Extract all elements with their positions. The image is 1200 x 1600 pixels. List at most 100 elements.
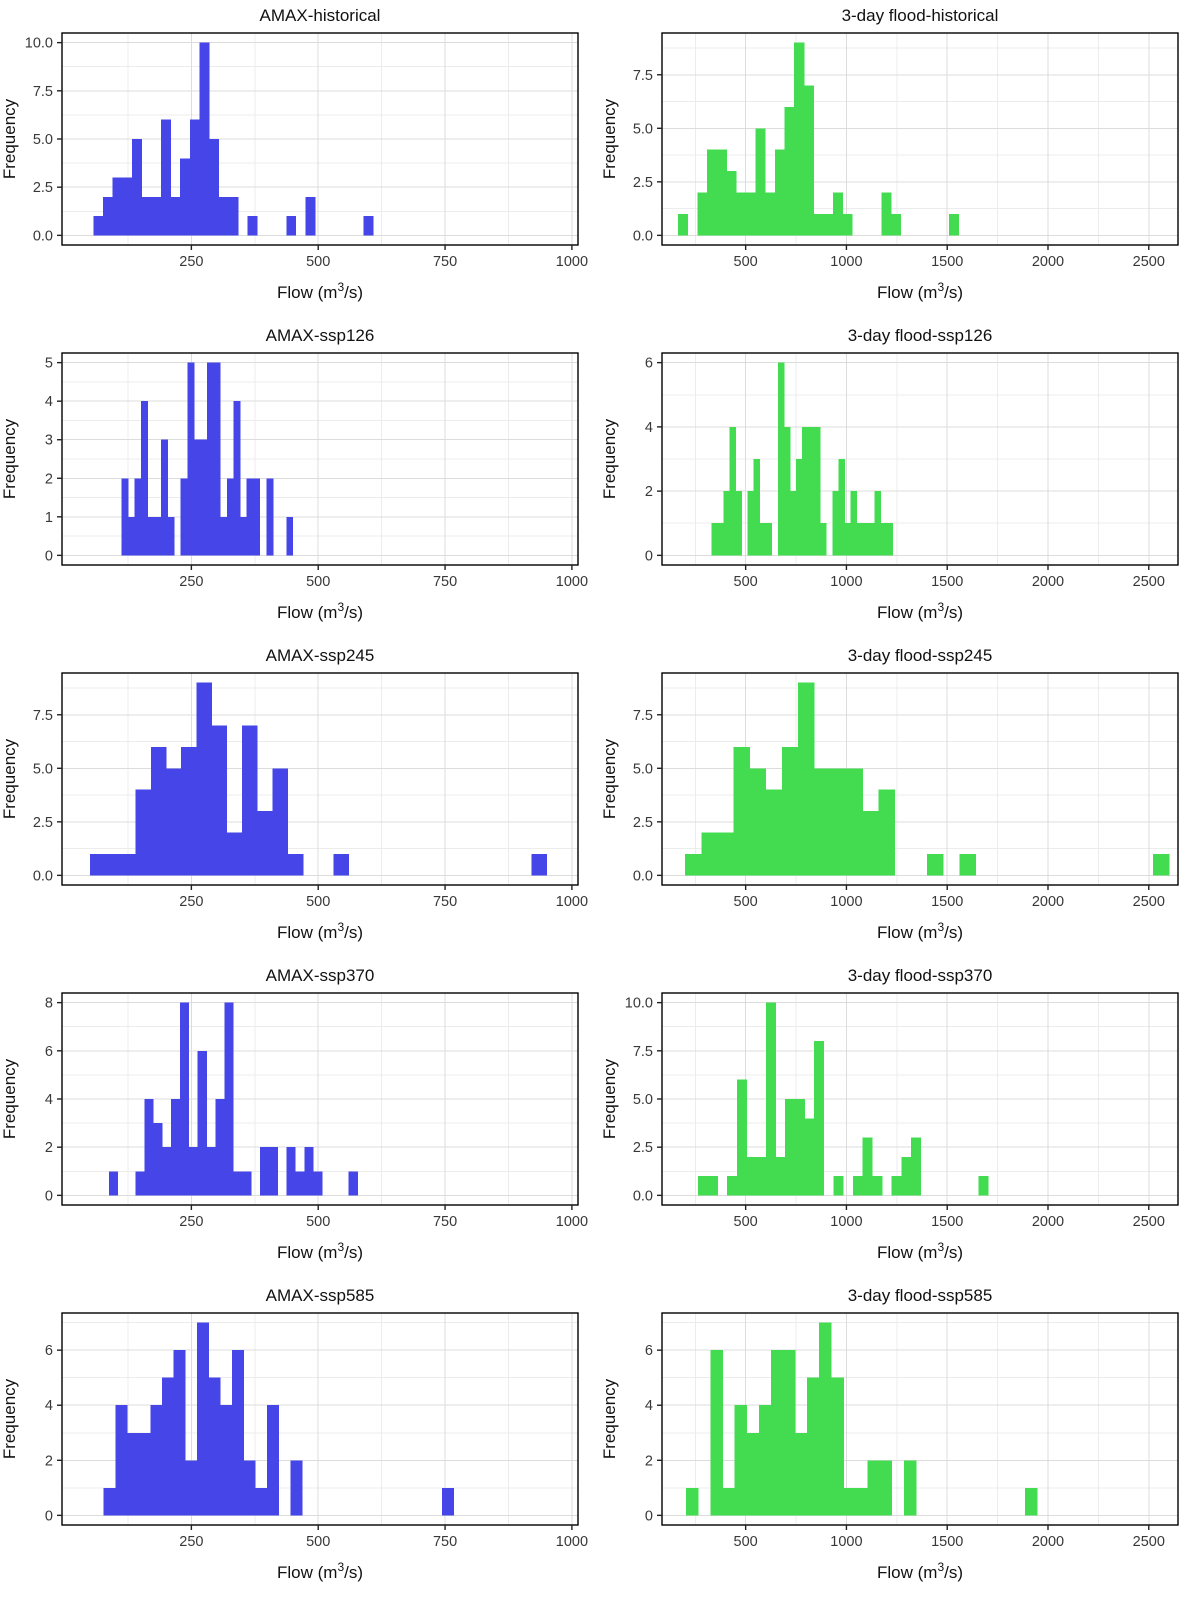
histogram-bar	[723, 491, 730, 556]
histogram-bar	[717, 832, 734, 876]
histogram-bar	[228, 196, 239, 236]
histogram-3day-flood-historical: 500 1000 1500 2000 2500 0.0 2.5 5.0 7.5 3-day flo…	[600, 6, 1179, 302]
histogram-bar	[755, 128, 766, 236]
histogram-amax-ssp585: 250 500 750 1000 0 2 4 6 AMAX-ssp585 Frequency Flo…	[0, 1286, 588, 1582]
histogram-bar	[794, 1099, 805, 1196]
histogram-bar	[785, 1099, 796, 1196]
y-tick-label: 2.5	[633, 1140, 653, 1156]
histogram-bar	[266, 478, 274, 556]
histogram-bar	[173, 1350, 186, 1516]
bars	[121, 362, 294, 556]
x-axis-label: Flow (m3/s)	[277, 600, 363, 622]
panel-amax-ssp126: 250 500 750 1000 0 1 2 3 4 5 AMAX-ssp126 Frequency F…	[0, 320, 600, 640]
panel-3day-flood-ssp585: 500 1000 1500 2000 2500 0 2 4 6 3-day flood-ssp58…	[600, 1280, 1200, 1600]
x-tick-label: 750	[433, 254, 457, 270]
histogram-bar	[89, 853, 106, 876]
histogram-bar	[257, 811, 273, 876]
histogram-bar	[209, 139, 220, 236]
y-tick-label: 0.0	[633, 868, 653, 884]
histogram-bar	[187, 362, 195, 556]
histogram-bar	[247, 216, 258, 236]
histogram-bar	[862, 811, 880, 876]
histogram-bar	[208, 1377, 221, 1516]
histogram-bar	[747, 491, 755, 556]
histogram-bar	[833, 1176, 844, 1196]
y-tick-label: 5.0	[33, 132, 53, 148]
panel-title: AMAX-ssp245	[266, 646, 375, 665]
histogram-bar	[132, 139, 143, 236]
histogram-bar	[286, 516, 294, 556]
y-tick-label: 2.5	[33, 815, 53, 831]
x-tick-label: 2000	[1032, 254, 1064, 270]
y-tick-label: 2	[45, 1140, 53, 1156]
x-tick-label: 2500	[1133, 894, 1165, 910]
y-tick-label: 7.5	[633, 1044, 653, 1060]
y-tick-label: 2	[45, 471, 53, 487]
histogram-amax-ssp245: 250 500 750 1000 0.0 2.5 5.0 7.5 AMAX-ssp245 Freq…	[0, 646, 588, 942]
y-axis-label: Frequency	[0, 418, 19, 499]
x-tick-label: 250	[179, 254, 203, 270]
panel-title: AMAX-ssp370	[266, 966, 375, 985]
histogram-bar	[823, 213, 834, 236]
y-tick-label: 0	[645, 1508, 653, 1524]
y-tick-label: 0.0	[633, 228, 653, 244]
histogram-bar	[193, 439, 201, 556]
histogram-bar	[878, 789, 896, 876]
histogram-bar	[259, 1147, 270, 1196]
panel-title: 3-day flood-ssp245	[848, 646, 993, 665]
histogram-bar	[726, 171, 737, 236]
histogram-bar	[200, 439, 208, 556]
histogram-bar	[770, 1350, 784, 1516]
histogram-bar	[804, 1118, 815, 1196]
histogram-bar	[290, 1460, 303, 1516]
histogram-bar	[796, 459, 803, 556]
histogram-bar	[765, 1002, 776, 1196]
histogram-bar	[798, 682, 815, 876]
x-axis-label: Flow (m3/s)	[277, 1560, 363, 1582]
histogram-bar	[286, 216, 297, 236]
x-tick-label: 1000	[556, 254, 588, 270]
histogram-bar	[832, 491, 839, 556]
histogram-bar	[442, 1487, 455, 1516]
histogram-bar	[103, 1487, 116, 1516]
histogram-bar	[794, 42, 805, 236]
x-axis-label: Flow (m3/s)	[277, 280, 363, 302]
y-axis-label: Frequency	[600, 738, 619, 819]
panel-title: AMAX-historical	[260, 6, 381, 25]
y-axis-label: Frequency	[0, 98, 19, 179]
histogram-bar	[802, 426, 809, 556]
x-tick-label: 1500	[931, 574, 963, 590]
histogram-bar	[789, 491, 797, 556]
histogram-bar	[189, 119, 200, 236]
histogram-bar	[856, 523, 863, 556]
histogram-bar	[874, 491, 882, 556]
histogram-bar	[141, 401, 149, 556]
y-tick-label: 7.5	[33, 84, 53, 100]
x-tick-label: 1000	[830, 894, 862, 910]
x-tick-label: 2000	[1032, 1534, 1064, 1550]
x-axis-label: Flow (m3/s)	[877, 1560, 963, 1582]
histogram-bar	[181, 746, 197, 876]
axis-ticks: 500 1000 1500 2000 2500 0.0 2.5 5.0 7.5	[633, 708, 1165, 910]
y-tick-label: 7.5	[33, 708, 53, 724]
x-tick-label: 750	[433, 574, 457, 590]
histogram-bar	[697, 192, 708, 236]
axis-ticks: 250 500 750 1000 0 2 4 6 8	[45, 996, 588, 1230]
histogram-bar	[879, 1460, 893, 1516]
x-tick-label: 2500	[1133, 254, 1165, 270]
histogram-bar	[678, 213, 689, 236]
histogram-bar	[135, 789, 152, 876]
y-tick-label: 2.5	[33, 180, 53, 196]
panel-border	[661, 1312, 1179, 1526]
histogram-bar	[180, 478, 188, 556]
y-tick-label: 4	[45, 394, 53, 410]
bars	[685, 682, 1170, 876]
histogram-bar	[115, 1405, 128, 1516]
histogram-bar	[707, 149, 718, 236]
y-tick-label: 6	[645, 356, 653, 372]
histogram-bar	[242, 1171, 252, 1196]
y-tick-label: 6	[45, 1044, 53, 1060]
histogram-bar	[287, 853, 304, 876]
histogram-bar	[1152, 853, 1170, 876]
